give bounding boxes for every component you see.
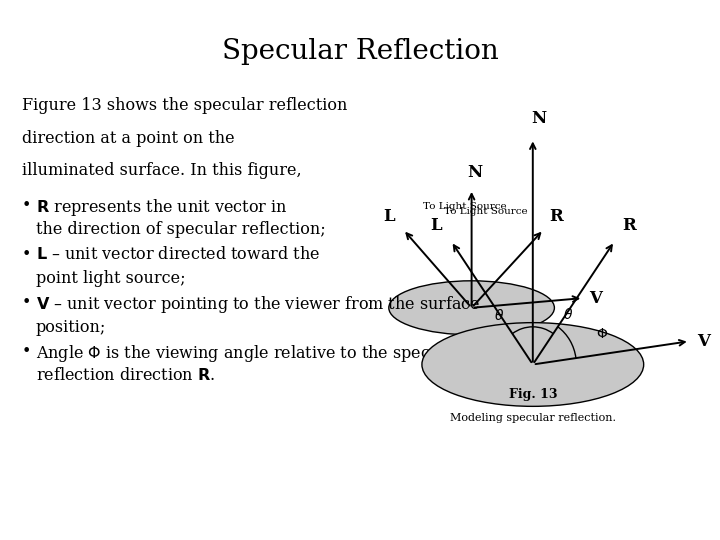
Ellipse shape xyxy=(422,322,644,407)
Text: Modeling specular reflection.: Modeling specular reflection. xyxy=(450,413,616,423)
Text: V: V xyxy=(698,333,711,350)
Text: point light source;: point light source; xyxy=(36,270,186,287)
Text: •: • xyxy=(22,197,31,214)
Text: To Light Source: To Light Source xyxy=(444,207,528,216)
Text: R: R xyxy=(549,208,563,225)
Text: $\mathbf{L}$ – unit vector directed toward the: $\mathbf{L}$ – unit vector directed towa… xyxy=(36,246,320,262)
Text: V: V xyxy=(589,289,602,307)
Text: N: N xyxy=(531,110,546,127)
Text: position;: position; xyxy=(36,319,107,335)
Ellipse shape xyxy=(389,281,554,335)
Text: Fig. 13: Fig. 13 xyxy=(508,388,557,401)
Text: $\theta$: $\theta$ xyxy=(562,307,572,322)
Text: Figure 13 shows the specular reflection: Figure 13 shows the specular reflection xyxy=(22,97,347,114)
Text: $\mathbf{V}$ – unit vector pointing to the viewer from the surface: $\mathbf{V}$ – unit vector pointing to t… xyxy=(36,294,480,315)
Text: illuminated surface. In this figure,: illuminated surface. In this figure, xyxy=(22,162,301,179)
Text: •: • xyxy=(22,294,31,311)
Text: Angle $\mathit{\Phi}$ is the viewing angle relative to the specular-: Angle $\mathit{\Phi}$ is the viewing ang… xyxy=(36,343,469,364)
Text: •: • xyxy=(22,343,31,360)
Text: $\mathbf{R}$ represents the unit vector in: $\mathbf{R}$ represents the unit vector … xyxy=(36,197,287,218)
Text: $\theta$: $\theta$ xyxy=(495,308,505,323)
Text: L: L xyxy=(383,208,395,225)
Text: R: R xyxy=(623,218,636,234)
Text: N: N xyxy=(467,164,483,181)
Text: the direction of specular reflection;: the direction of specular reflection; xyxy=(36,221,325,238)
Text: reflection direction $\mathbf{R}$.: reflection direction $\mathbf{R}$. xyxy=(36,367,215,384)
Text: direction at a point on the: direction at a point on the xyxy=(22,130,234,146)
Text: $\Phi$: $\Phi$ xyxy=(596,327,608,341)
Text: Specular Reflection: Specular Reflection xyxy=(222,38,498,65)
Text: L: L xyxy=(430,218,441,234)
Text: To Light Source: To Light Source xyxy=(423,201,506,211)
Text: •: • xyxy=(22,246,31,262)
